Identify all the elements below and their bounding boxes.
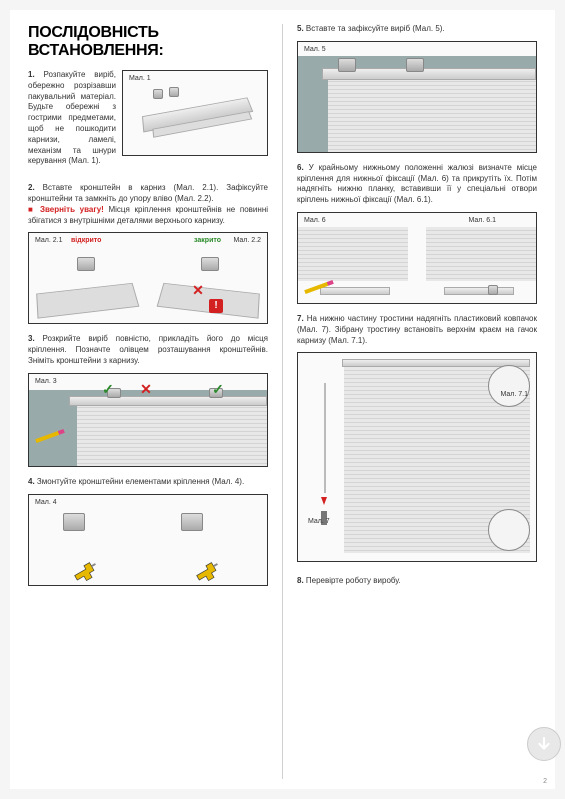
warning-icon: !: [209, 299, 223, 313]
figure-7-label: Мал. 7: [308, 518, 330, 525]
step-4-text: 4. Змонтуйте кронштейни елементами кріпл…: [28, 477, 268, 488]
warning-label: ■ Зверніть увагу!: [28, 205, 104, 214]
step-1-text: 1. Розпакуйте виріб, обережно розрізавши…: [28, 70, 116, 167]
closed-label: закрито: [194, 237, 221, 244]
page-title: ПОСЛІДОВНІСТЬ ВСТАНОВЛЕННЯ:: [28, 24, 268, 60]
figure-2: Мал. 2.1 відкрито закрито Мал. 2.2 ! ✕: [28, 232, 268, 324]
check-icon: ✓: [101, 382, 115, 396]
figure-4-label: Мал. 4: [35, 499, 57, 506]
wand-cap-icon: [321, 497, 327, 505]
step-1: 1. Розпакуйте виріб, обережно розрізавши…: [28, 70, 268, 173]
step-5-text: 5. Вставте та зафіксуйте виріб (Мал. 5).: [297, 24, 537, 35]
step-2-text: 2. Вставте кронштейн в карниз (Мал. 2.1)…: [28, 183, 268, 226]
open-label: відкрито: [71, 237, 101, 244]
column-divider: [282, 24, 283, 779]
step-8-text: 8. Перевірте роботу виробу.: [297, 576, 537, 587]
step-6-text: 6. У крайньому нижньому положенні жалюзі…: [297, 163, 537, 206]
left-column: ПОСЛІДОВНІСТЬ ВСТАНОВЛЕННЯ: 1. Розпакуйт…: [28, 24, 268, 779]
figure-2-2-label: Мал. 2.2: [233, 237, 261, 244]
right-column: 5. Вставте та зафіксуйте виріб (Мал. 5).…: [297, 24, 537, 779]
figure-7-1-label: Мал. 7.1: [500, 391, 528, 398]
figure-3-label: Мал. 3: [35, 378, 57, 385]
x-icon: ✕: [191, 283, 205, 297]
check-icon: ✓: [211, 382, 225, 396]
figure-3: Мал. 3 ✕ ✓ ✓: [28, 373, 268, 467]
scroll-down-icon[interactable]: [527, 727, 561, 761]
figure-5-label: Мал. 5: [304, 46, 326, 53]
page-number: 2: [543, 778, 547, 785]
x-icon: ✕: [139, 382, 153, 396]
figure-6-label: Мал. 6: [304, 217, 326, 224]
step-3-text: 3. Розкрийте виріб повністю, прикладіть …: [28, 334, 268, 366]
figure-6-1-label: Мал. 6.1: [468, 217, 496, 224]
figure-1-label: Мал. 1: [129, 75, 151, 82]
instruction-page: ПОСЛІДОВНІСТЬ ВСТАНОВЛЕННЯ: 1. Розпакуйт…: [10, 10, 555, 789]
figure-5: Мал. 5: [297, 41, 537, 153]
figure-4: Мал. 4: [28, 494, 268, 586]
drill-icon: [192, 557, 224, 585]
figure-1: Мал. 1: [122, 70, 268, 156]
figure-7: Мал. 7 Мал. 7.1: [297, 352, 537, 562]
step-7-text: 7. На нижню частину тростини надягніть п…: [297, 314, 537, 346]
figure-6: Мал. 6 Мал. 6.1: [297, 212, 537, 304]
drill-icon: [70, 557, 102, 585]
figure-2-1-label: Мал. 2.1: [35, 237, 63, 244]
